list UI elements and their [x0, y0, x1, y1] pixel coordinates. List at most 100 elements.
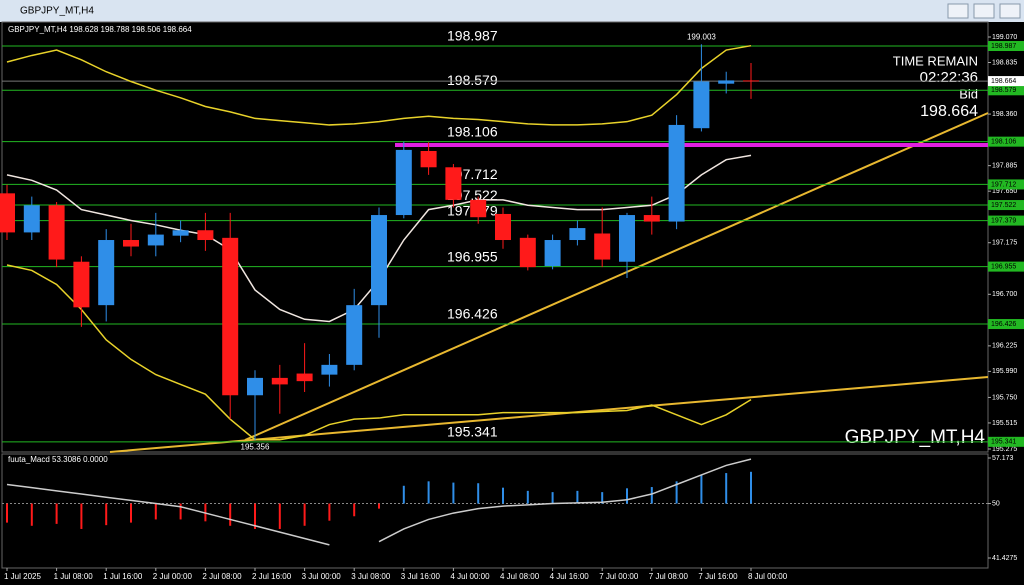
macd-tick-label: 41.4275	[992, 555, 1017, 562]
level-label: 196.955	[447, 248, 498, 264]
candle-body	[321, 364, 338, 375]
title-bar	[0, 0, 1024, 22]
x-tick-label: 8 Jul 00:00	[748, 572, 788, 581]
level-axis-box	[988, 41, 1024, 52]
macd-bar	[80, 503, 83, 529]
bid-label: Bid	[959, 86, 978, 101]
window-title: GBPJPY_MT,H4	[20, 6, 94, 17]
level-axis-label: 196.426	[991, 321, 1016, 328]
level-axis-label: 197.379	[991, 217, 1016, 224]
y-tick-label: 199.070	[992, 34, 1017, 41]
macd-bar	[477, 483, 480, 504]
macd-bar	[179, 503, 182, 520]
candle-body	[23, 205, 40, 233]
macd-bar	[105, 503, 108, 526]
candle-body	[594, 233, 611, 260]
candle-body	[643, 215, 660, 222]
candle-body	[371, 215, 387, 306]
macd-bar	[353, 503, 356, 517]
x-tick-label: 4 Jul 08:00	[500, 572, 540, 581]
macd-bar	[576, 490, 579, 504]
candle-body	[0, 193, 15, 233]
macd-bar	[130, 503, 132, 523]
macd-bar	[378, 503, 380, 509]
y-tick-label: 196.700	[992, 291, 1017, 298]
level-axis-label: 198.579	[991, 87, 1016, 94]
level-axis-box	[988, 136, 1024, 147]
candle-body	[222, 237, 239, 396]
candle-body	[296, 373, 313, 382]
macd-signal	[6, 458, 752, 546]
macd-bar	[601, 492, 604, 504]
indicator-line	[6, 264, 752, 441]
y-tick-label: 196.225	[992, 343, 1017, 350]
candle-body	[73, 261, 90, 308]
candle-body	[544, 240, 561, 267]
candle-body	[346, 305, 363, 365]
macd-bar	[526, 490, 529, 504]
level-axis-box	[988, 436, 1024, 447]
candle-body	[98, 240, 115, 306]
macd-bar	[452, 482, 455, 504]
macd-bar	[675, 481, 678, 504]
bid-axis-box	[988, 76, 1024, 87]
level-axis-box	[988, 179, 1024, 190]
y-tick-label: 197.175	[992, 240, 1017, 247]
x-tick-label: 1 Jul 16:00	[103, 572, 143, 581]
level-axis-box	[988, 200, 1024, 211]
candle-body	[420, 150, 437, 168]
candle-body	[569, 228, 586, 241]
level-axis-box	[988, 319, 1024, 330]
x-tick-label: 2 Jul 00:00	[153, 572, 193, 581]
level-axis-label: 196.955	[991, 263, 1016, 270]
macd-label: fuuta_Macd 53.3086 0.0000	[8, 455, 108, 464]
level-axis-label: 195.341	[991, 439, 1016, 446]
x-tick-label: 2 Jul 16:00	[252, 572, 292, 581]
x-tick-label: 2 Jul 08:00	[202, 572, 242, 581]
candle-body	[743, 80, 759, 82]
level-label: 198.987	[447, 28, 498, 44]
candle-body	[147, 234, 164, 246]
candle-body	[247, 377, 263, 396]
bid-axis-label: 198.664	[991, 78, 1016, 85]
low-label: 195.356	[241, 442, 270, 451]
macd-bar	[650, 487, 653, 504]
macd-bar	[30, 503, 33, 526]
candle-body	[519, 237, 536, 268]
close-button[interactable]	[999, 3, 1021, 19]
x-tick-label: 4 Jul 00:00	[450, 572, 490, 581]
candle-body	[693, 81, 710, 129]
level-axis-box	[988, 215, 1024, 226]
level-axis-label: 198.987	[991, 43, 1016, 50]
x-tick-label: 4 Jul 16:00	[550, 572, 590, 581]
macd-bar	[154, 503, 157, 520]
macd-bar	[427, 481, 430, 504]
candle-body	[718, 80, 735, 84]
minimize-button[interactable]	[947, 3, 969, 19]
x-tick-label: 7 Jul 08:00	[649, 572, 689, 581]
x-tick-label: 3 Jul 08:00	[351, 572, 391, 581]
macd-bar	[229, 503, 232, 526]
candle-body	[495, 213, 511, 241]
macd-bar	[502, 487, 504, 504]
macd-bar	[55, 503, 58, 524]
trendline	[244, 112, 989, 441]
level-axis-box	[988, 85, 1024, 96]
maximize-button[interactable]	[973, 3, 995, 19]
x-tick-label: 7 Jul 00:00	[599, 572, 639, 581]
level-label: 198.106	[447, 123, 498, 139]
y-tick-label: 195.515	[992, 420, 1017, 427]
chart-header: GBPJPY_MT,H4 198.628 198.788 198.506 198…	[8, 25, 192, 34]
macd-bar	[551, 492, 554, 504]
candle-body	[470, 199, 487, 218]
macd-bar	[328, 503, 331, 521]
level-axis-label: 197.522	[991, 202, 1016, 209]
macd-bar	[278, 503, 281, 529]
x-tick-label: 3 Jul 16:00	[401, 572, 441, 581]
y-tick-label: 198.835	[992, 59, 1017, 66]
macd-tick-label: 50	[992, 500, 1000, 507]
y-tick-label: 195.275	[992, 446, 1017, 453]
candle-body	[271, 377, 288, 385]
